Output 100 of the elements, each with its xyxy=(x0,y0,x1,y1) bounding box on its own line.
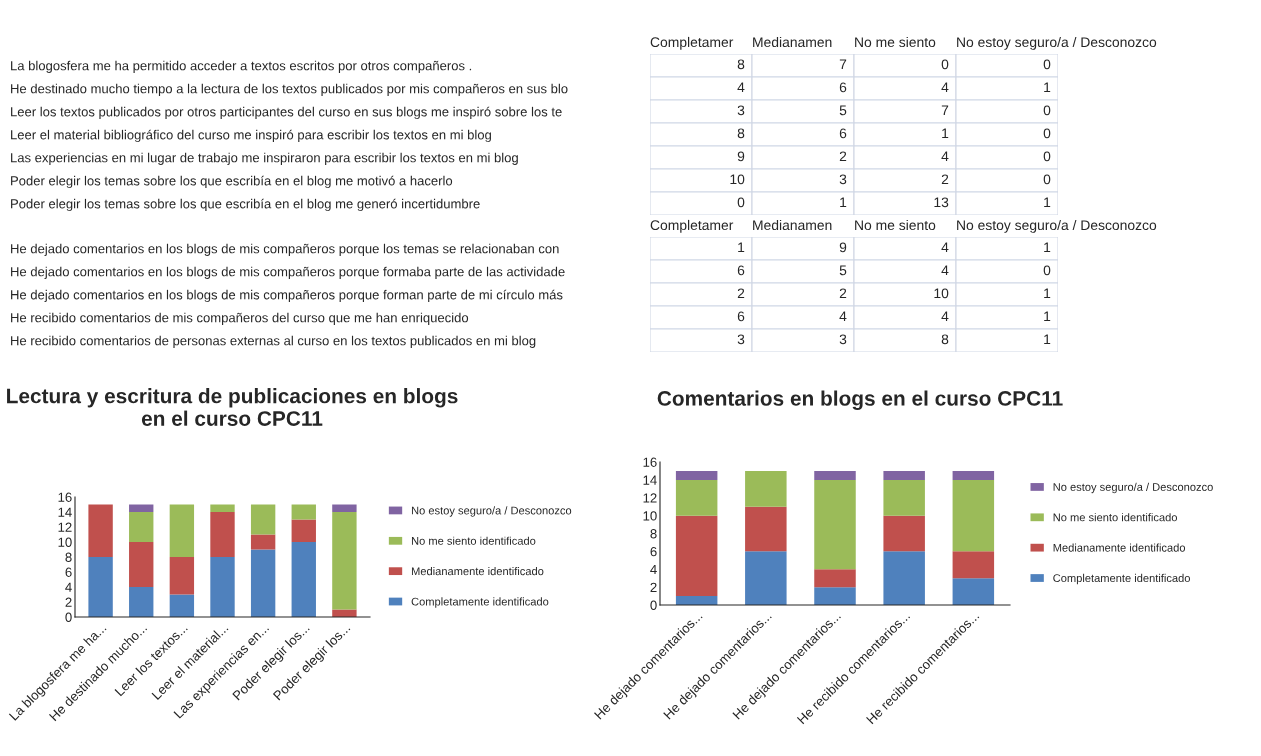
legend-label: Medianamente identificado xyxy=(411,567,544,576)
legend-label: Medianamente identificado xyxy=(1053,543,1186,552)
data-label: 10 xyxy=(730,174,745,185)
data-label: 10 xyxy=(934,288,949,299)
bar xyxy=(129,512,154,542)
bar xyxy=(332,512,357,610)
data-label: 9 xyxy=(737,151,745,162)
y-tick-label: 8 xyxy=(650,529,657,539)
data-label: 4 xyxy=(737,82,745,93)
y-tick-label: He dejado comentarios en los blogs de mis compañeros porque los temas se relacionaban con xyxy=(11,243,559,256)
chart-title: Comentarios en blogs en el curso CPC11 xyxy=(657,390,1063,410)
bar xyxy=(129,504,154,512)
data-label: 6 xyxy=(737,311,745,322)
y-tick-label: 16 xyxy=(58,492,72,502)
y-tick-label: 4 xyxy=(65,582,72,592)
data-label: 3 xyxy=(839,334,847,345)
y-tick-label: 10 xyxy=(643,511,657,521)
bar xyxy=(952,551,995,579)
bar xyxy=(675,470,718,480)
data-label: 4 xyxy=(941,82,949,93)
y-tick-label: 14 xyxy=(643,475,657,485)
y-tick-label: 6 xyxy=(650,546,657,557)
legend-label: No estoy seguro/a / Desconozco xyxy=(411,506,572,517)
data-label: 8 xyxy=(737,128,745,139)
y-tick-label: He dejado comentarios en los blogs de mis compañeros porque formaba parte de las actividade xyxy=(11,266,565,279)
data-label: 4 xyxy=(941,311,949,322)
data-label: 4 xyxy=(839,311,847,322)
x-tick-label: No me siento xyxy=(855,36,936,48)
y-tick-label: 16 xyxy=(643,457,657,467)
data-label: 1 xyxy=(1044,82,1051,93)
data-label: 4 xyxy=(941,265,949,276)
bar xyxy=(745,506,787,552)
data-label: 1 xyxy=(1044,242,1051,253)
y-tick-label: 10 xyxy=(58,537,72,547)
bar xyxy=(129,542,154,587)
y-tick-label: Leer los textos publicados por otros participantes del curso en sus blogs me inspiró sobre los te xyxy=(11,106,562,120)
y-tick-label: Poder elegir los temas sobre los que escribía en el blog me motivó a hacerlo xyxy=(11,175,453,189)
bar xyxy=(250,534,276,550)
bar xyxy=(250,504,276,535)
data-label: 1 xyxy=(1044,334,1051,345)
x-tick-label: No me siento xyxy=(855,219,936,231)
data-label: 13 xyxy=(934,197,949,208)
bar xyxy=(291,542,316,617)
bar xyxy=(745,470,787,507)
x-tick-label: Completamer xyxy=(650,36,734,50)
data-label: 2 xyxy=(941,174,949,185)
bar xyxy=(814,479,856,570)
bar xyxy=(814,569,856,588)
bar xyxy=(332,504,357,512)
bar xyxy=(88,557,113,617)
bar xyxy=(169,594,195,617)
data-label: 1 xyxy=(942,128,949,139)
data-label: 0 xyxy=(941,59,949,70)
data-label: 1 xyxy=(1044,311,1051,322)
data-label: 0 xyxy=(1043,105,1051,116)
y-tick-label: Leer el material bibliográfico del curso me inspiró para escribir los textos en mi blog xyxy=(11,129,491,143)
data-label: 1 xyxy=(1044,288,1051,299)
bar xyxy=(129,587,154,617)
bar xyxy=(169,557,195,595)
legend-label: No me siento identificado xyxy=(1053,513,1178,522)
data-label: 1 xyxy=(738,242,745,253)
data-label: 0 xyxy=(1043,151,1051,162)
data-label: 3 xyxy=(737,334,745,345)
data-label: 6 xyxy=(737,265,745,276)
data-label: 0 xyxy=(1043,128,1051,139)
y-tick-label: 2 xyxy=(650,582,657,592)
data-label: 6 xyxy=(839,128,847,139)
data-label: 9 xyxy=(839,242,847,253)
bar xyxy=(675,479,718,516)
bar xyxy=(169,504,195,557)
bar xyxy=(883,470,925,480)
y-tick-label: 8 xyxy=(65,552,72,562)
legend-label: No estoy seguro/a / Desconozco xyxy=(1053,482,1213,494)
y-tick-label: 12 xyxy=(643,493,657,503)
bar xyxy=(745,551,787,605)
x-tick-label: Completamer xyxy=(650,219,734,233)
data-label: 0 xyxy=(1043,59,1051,70)
x-tick-label: No estoy seguro/a / Desconozco xyxy=(957,36,1157,50)
bar xyxy=(814,587,856,605)
y-tick-label: He recibido comentarios de personas externas al curso en los textos publicados en mi blog xyxy=(11,335,536,348)
bar xyxy=(952,578,995,605)
bar xyxy=(952,470,995,480)
bar xyxy=(952,479,995,552)
data-label: 6 xyxy=(839,82,847,93)
bar xyxy=(291,504,316,520)
bar xyxy=(210,512,235,557)
data-label: 0 xyxy=(1043,174,1051,185)
y-tick-label: 0 xyxy=(650,600,657,610)
legend-label: Completamente identificado xyxy=(1053,573,1190,585)
bar xyxy=(250,549,276,617)
y-tick-label: La blogosfera me ha permitido acceder a textos escritos por otros compañeros . xyxy=(11,60,472,73)
y-tick-label: He destinado mucho tiempo a la lectura de los textos publicados por mis compañeros en sus blo xyxy=(11,83,568,96)
x-tick-label: Medianamen xyxy=(753,219,832,231)
data-label: 0 xyxy=(737,197,745,208)
data-label: 5 xyxy=(839,105,847,116)
y-tick-label: 2 xyxy=(65,597,72,607)
y-tick-label: 14 xyxy=(58,507,72,517)
y-tick-label: 4 xyxy=(650,564,657,575)
y-tick-label: He recibido comentarios de mis compañeros del curso que me han enriquecido xyxy=(11,312,469,325)
data-label: 1 xyxy=(840,197,847,208)
